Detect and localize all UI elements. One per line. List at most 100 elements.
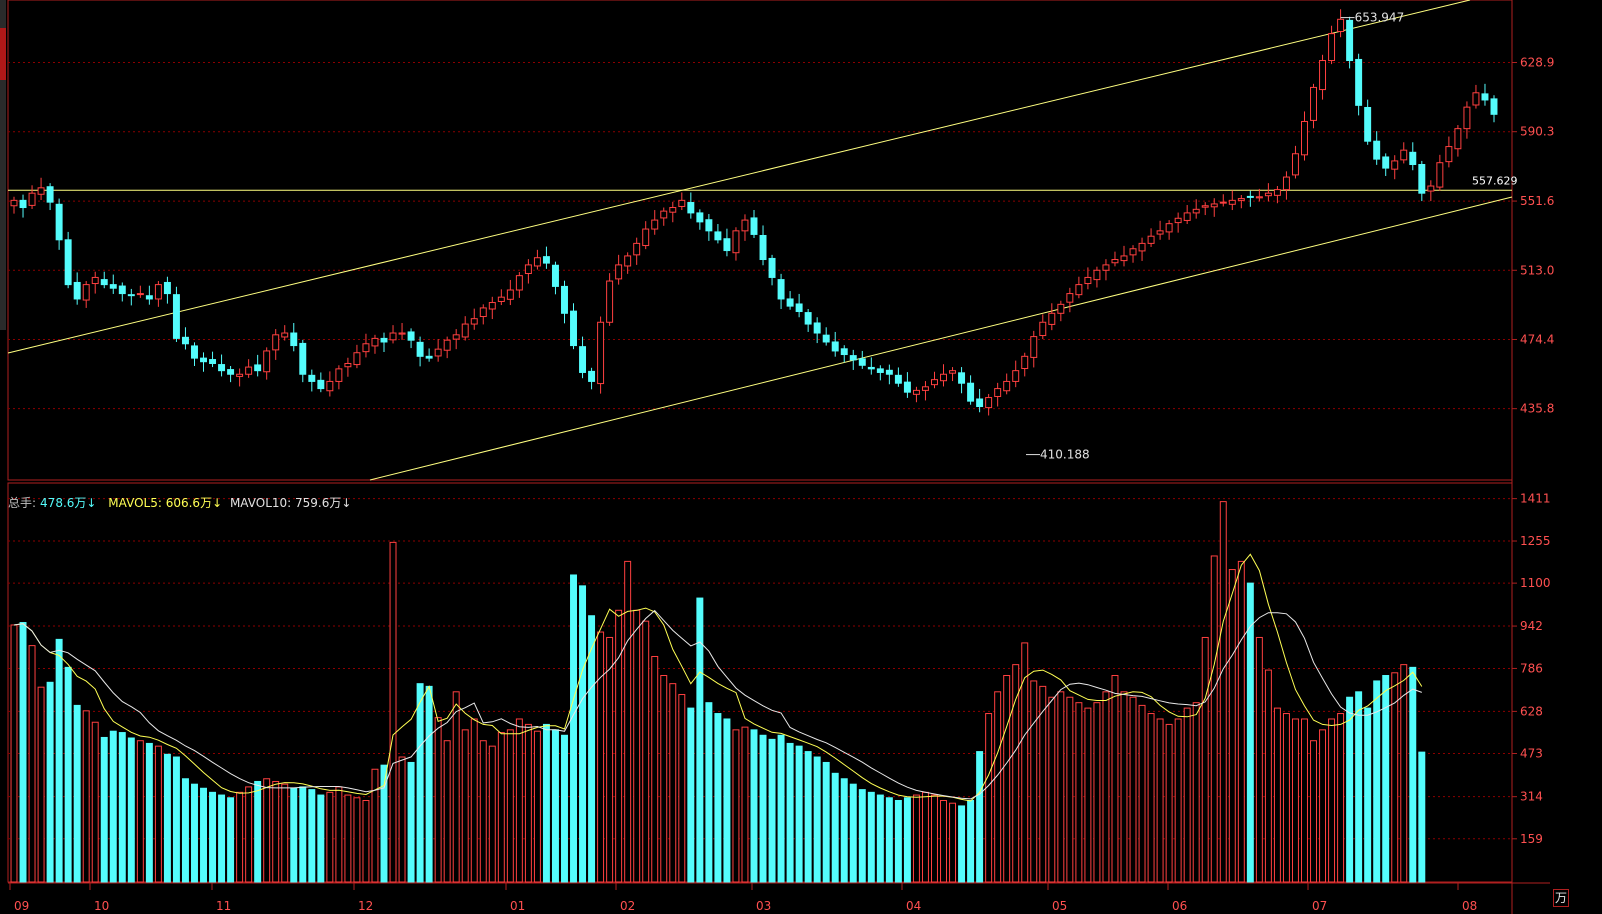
volume-bar xyxy=(218,794,226,883)
volume-axis-label: 1255 xyxy=(1520,534,1551,548)
volume-bar xyxy=(136,740,144,883)
candle-body xyxy=(1373,140,1381,160)
volume-bar xyxy=(1102,691,1110,883)
volume-bar xyxy=(1111,675,1119,883)
volume-bar xyxy=(1346,696,1354,883)
price-axis-label: 474.4 xyxy=(1520,332,1554,346)
volume-bar xyxy=(1319,729,1327,883)
volume-bar xyxy=(732,729,740,883)
volume-axis-label: 1100 xyxy=(1520,576,1551,590)
candle-body xyxy=(28,192,36,206)
candle-body xyxy=(1310,86,1317,121)
volume-bar xyxy=(181,778,189,883)
candle-body xyxy=(967,382,975,402)
candle-body xyxy=(1291,153,1299,176)
candle-body xyxy=(263,350,271,373)
volume-bar xyxy=(443,740,451,883)
candle-body xyxy=(1048,312,1056,325)
candle-body xyxy=(660,210,668,219)
candle-body xyxy=(606,280,614,323)
side-toolbar-active-tab[interactable] xyxy=(0,28,6,80)
candle-body xyxy=(1481,93,1489,101)
upper-channel-line xyxy=(7,0,1471,354)
volume-bar xyxy=(398,756,406,883)
mavol10-label: MAVOL10: 759.6万↓ xyxy=(229,496,352,510)
candle-body xyxy=(985,397,993,409)
volume-bar xyxy=(615,609,623,883)
volume-bar xyxy=(227,797,235,883)
volume-bar xyxy=(335,786,343,883)
candle-body xyxy=(1129,248,1137,256)
volume-bar xyxy=(1003,675,1011,883)
high-annotation: 653.947 xyxy=(1355,11,1405,25)
volume-bar xyxy=(660,675,668,883)
candle-body xyxy=(1346,19,1354,62)
volume-bar xyxy=(236,791,244,883)
volume-bar xyxy=(967,799,975,883)
time-axis-label: 10 xyxy=(94,899,109,913)
candle-body xyxy=(209,359,217,364)
candle-body xyxy=(1156,230,1164,235)
volume-bar xyxy=(1391,672,1399,883)
candle-body xyxy=(1301,120,1308,156)
volume-legend: 总手: 478.6万↓ MAVOL5: 606.6万↓ MAVOL10: 759.… xyxy=(8,494,355,511)
mavol5-line xyxy=(13,553,1423,802)
candle-body xyxy=(1120,255,1128,262)
side-toolbar-strip xyxy=(0,0,6,330)
volume-bar xyxy=(281,783,289,883)
volume-bar xyxy=(46,681,54,883)
candle-body xyxy=(1237,198,1245,201)
candle-body xyxy=(1057,303,1065,314)
volume-bar xyxy=(1120,691,1128,883)
candle-body xyxy=(723,238,731,252)
candle-body xyxy=(1066,293,1074,303)
candle-body xyxy=(642,228,650,247)
candle-body xyxy=(1337,18,1345,32)
candle-body xyxy=(136,293,144,296)
candle-body xyxy=(1273,189,1281,196)
volume-bar xyxy=(497,732,505,883)
candle-body xyxy=(1228,199,1236,205)
time-axis-label: 09 xyxy=(14,899,29,913)
candle-body xyxy=(10,199,18,207)
volume-bar xyxy=(741,726,749,883)
candle-body xyxy=(326,380,334,392)
volume-bar xyxy=(263,778,271,883)
mavol10-line xyxy=(13,609,1422,800)
candle-body xyxy=(524,264,532,275)
volume-bar xyxy=(921,791,929,883)
candle-body xyxy=(624,255,632,267)
candle-body xyxy=(1454,128,1462,150)
volume-bar xyxy=(804,751,812,883)
volume-bar xyxy=(1129,696,1137,883)
volume-bar xyxy=(687,707,695,883)
candle-body xyxy=(254,364,262,372)
candle-body xyxy=(461,323,469,338)
candle-body xyxy=(181,336,189,345)
candle-body xyxy=(759,234,767,261)
candle-body xyxy=(118,285,126,295)
candle-body xyxy=(858,358,866,366)
time-axis-label: 02 xyxy=(620,899,635,913)
candle-body xyxy=(1030,336,1038,358)
volume-bar xyxy=(624,560,632,883)
volume-bar xyxy=(470,718,478,883)
candle-body xyxy=(542,256,550,264)
volume-bar xyxy=(1301,718,1308,883)
volume-bar xyxy=(10,624,18,883)
candle-body xyxy=(1445,146,1453,163)
candle-body xyxy=(921,386,929,391)
volume-bar xyxy=(416,683,424,883)
volume-bar xyxy=(840,778,848,883)
volume-bar xyxy=(1400,664,1408,883)
candle-body xyxy=(1400,149,1408,161)
candle-body xyxy=(885,369,893,375)
volume-bar xyxy=(389,541,397,883)
price-axis-label: 551.6 xyxy=(1520,194,1554,208)
candle-body xyxy=(380,337,388,343)
candle-body xyxy=(163,281,171,295)
candle-body xyxy=(299,342,307,375)
candle-body xyxy=(335,368,343,382)
time-axis-label: 07 xyxy=(1312,899,1327,913)
